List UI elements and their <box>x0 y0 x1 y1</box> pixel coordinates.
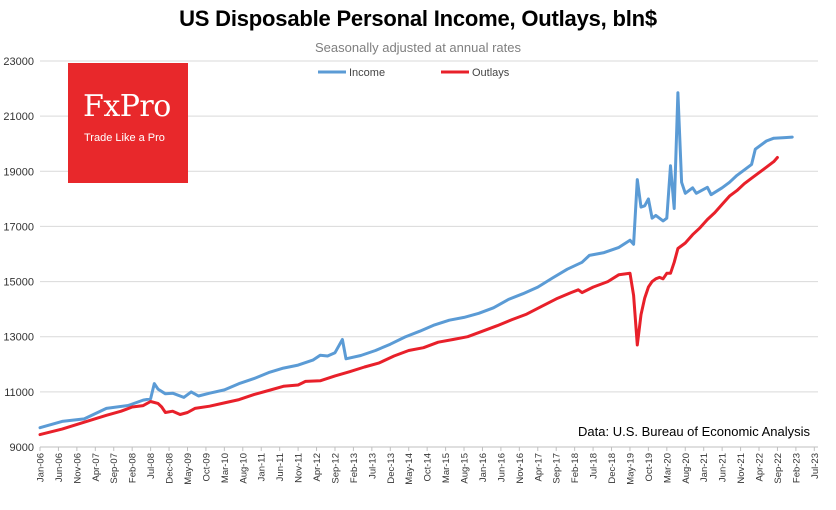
series-line-outlays <box>38 156 779 437</box>
x-tick-label: Apr-07 <box>91 453 102 482</box>
x-tick-label: Dec-18 <box>607 453 618 484</box>
x-tick-label: Feb-23 <box>791 453 802 483</box>
x-tick-label: Aug-10 <box>238 453 249 484</box>
chart-subtitle: Seasonally adjusted at annual rates <box>315 40 521 55</box>
y-tick-label: 17000 <box>3 221 34 233</box>
x-tick-label: Sep-12 <box>330 453 341 484</box>
legend: Income Outlays <box>318 67 510 79</box>
y-tick-label: 11000 <box>4 387 34 399</box>
y-axis: 9000 11000 13000 15000 17000 19000 21000 23000 <box>3 56 34 454</box>
y-tick-label: 21000 <box>3 111 34 123</box>
x-tick-label: Aug-20 <box>681 453 692 484</box>
x-tick-label: Jun-16 <box>496 453 507 482</box>
x-tick-label: May-14 <box>404 453 415 485</box>
x-tick-label: Sep-07 <box>109 453 120 484</box>
fxpro-logo: FxPro Trade Like a Pro <box>68 63 188 183</box>
y-tick-label: 23000 <box>3 56 34 68</box>
x-tick-label: Apr-17 <box>533 453 544 482</box>
x-tick-label: Aug-15 <box>460 453 471 484</box>
series-line-income <box>38 91 794 430</box>
x-tick-label: Jan-21 <box>699 453 710 482</box>
x-tick-label: Feb-13 <box>349 453 360 483</box>
x-tick-label: Apr-12 <box>312 453 323 482</box>
x-tick-label: Mar-10 <box>220 453 231 483</box>
x-tick-label: May-19 <box>625 453 636 485</box>
x-tick-label: Mar-15 <box>441 453 452 483</box>
x-tick-label: Jan-11 <box>257 453 268 481</box>
x-tick-label: Jan-16 <box>478 453 489 482</box>
logo-tagline: Trade Like a Pro <box>84 132 165 144</box>
x-tick-label: Feb-18 <box>570 453 581 483</box>
x-tick-label: Oct-14 <box>423 453 434 482</box>
x-tick-label: Nov-11 <box>294 453 305 483</box>
x-tick-label: Jun-06 <box>54 453 65 482</box>
y-tick-label: 15000 <box>3 277 34 289</box>
x-tick-label: Sep-17 <box>552 453 563 484</box>
x-tick-label: Nov-21 <box>736 453 747 484</box>
x-tick-label: Jul-23 <box>810 453 821 479</box>
x-tick-label: Jul-13 <box>367 453 378 479</box>
x-tick-label: Mar-20 <box>662 453 673 483</box>
x-tick-label: Jul-18 <box>589 453 600 479</box>
y-tick-label: 13000 <box>3 332 34 344</box>
x-tick-label: Jun-11 <box>275 453 286 481</box>
data-source-note: Data: U.S. Bureau of Economic Analysis <box>578 424 810 439</box>
legend-label-outlays: Outlays <box>472 67 510 79</box>
legend-label-income: Income <box>349 67 385 79</box>
x-tick-label: Oct-09 <box>201 453 212 482</box>
x-axis: Jan-06 Jun-06 Nov-06 Apr-07 Sep-07 Feb-08 Jul-… <box>36 447 821 485</box>
x-tick-label: Dec-08 <box>165 453 176 484</box>
y-tick-label: 9000 <box>10 442 34 454</box>
x-tick-label: Jul-08 <box>146 453 157 479</box>
logo-name: FxPro <box>83 89 171 124</box>
x-tick-label: Jun-21 <box>718 453 729 482</box>
series-lines <box>38 91 794 437</box>
x-tick-label: Apr-22 <box>755 453 766 482</box>
x-tick-label: Oct-19 <box>644 453 655 482</box>
x-tick-label: Dec-13 <box>386 453 397 484</box>
x-tick-label: May-09 <box>183 453 194 485</box>
x-tick-label: Feb-08 <box>128 453 139 483</box>
x-tick-label: Sep-22 <box>773 453 784 484</box>
x-tick-label: Nov-06 <box>72 453 83 484</box>
chart-title: US Disposable Personal Income, Outlays, … <box>179 6 657 31</box>
x-tick-label: Jan-06 <box>36 453 47 482</box>
y-tick-label: 19000 <box>3 166 34 178</box>
x-tick-label: Nov-16 <box>515 453 526 484</box>
